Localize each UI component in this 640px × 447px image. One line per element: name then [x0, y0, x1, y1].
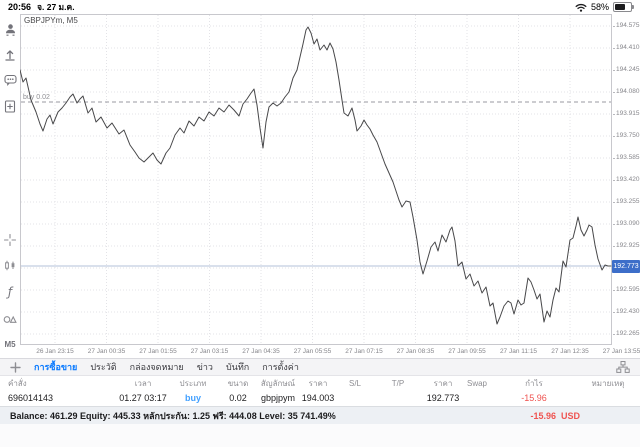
- cell-type: buy: [184, 393, 201, 403]
- x-axis-label: 26 Jan 23:15: [36, 348, 74, 355]
- current-price-tag: 192.773: [612, 260, 640, 273]
- col-type: ประเภท: [179, 378, 207, 388]
- y-axis-label: 192.430: [613, 308, 640, 315]
- y-axis-label: 192.925: [613, 242, 640, 249]
- x-axis-label: 27 Jan 00:35: [87, 348, 126, 355]
- cell-time: 01.27 03:17: [119, 393, 167, 403]
- indicators-icon[interactable]: ƒ: [7, 285, 13, 299]
- sort-order-icon[interactable]: [616, 361, 630, 373]
- account-profit-value: -15.96: [530, 410, 556, 421]
- col-order: คำสั่ง: [8, 378, 27, 388]
- status-date: จ. 27 ม.ค.: [37, 2, 75, 12]
- tab-mailbox[interactable]: กล่องจดหมาย: [129, 362, 184, 372]
- col-note: หมายเหตุ: [591, 378, 625, 388]
- account-profit-currency: USD: [560, 410, 580, 421]
- candles-icon[interactable]: [0, 256, 20, 276]
- col-current-price: ราคา: [433, 378, 453, 388]
- buy-position-label: buy 0.02: [23, 94, 50, 101]
- col-open-price: ราคา: [308, 378, 328, 388]
- bottom-tab-bar: การซื้อขาย ประวัติ กล่องจดหมาย ข่าว บันท…: [0, 358, 640, 376]
- col-tp: T/P: [391, 378, 405, 388]
- y-axis-label: 193.915: [613, 110, 640, 117]
- y-axis-label: 194.410: [613, 44, 640, 51]
- col-volume: ขนาด: [227, 378, 249, 388]
- account-profit: -15.96 USD: [530, 411, 580, 421]
- status-right: 58%: [575, 2, 634, 12]
- x-axis-label: 27 Jan 01:55: [139, 348, 177, 355]
- col-symbol: สัญลักษณ์: [260, 378, 296, 388]
- battery-fill: [615, 4, 625, 10]
- y-axis-label: 194.245: [613, 66, 640, 73]
- left-toolbar: ƒ M5: [0, 14, 20, 358]
- y-axis-label: 193.420: [613, 176, 640, 183]
- col-swap: Swap: [466, 378, 487, 388]
- price-polyline: [19, 26, 612, 325]
- y-axis-label: 192.265: [613, 330, 640, 337]
- tab-news[interactable]: ข่าว: [196, 362, 213, 372]
- chart-plot[interactable]: buy 0.02 GBPJPYm, M5: [19, 14, 612, 345]
- x-axis-label: 27 Jan 05:55: [293, 348, 332, 355]
- y-axis-label: 194.575: [613, 22, 640, 29]
- cell-open-price: 194.003: [301, 393, 335, 403]
- battery-icon: [613, 2, 634, 12]
- new-order-plus-button[interactable]: [10, 361, 21, 373]
- cell-volume: 0.02: [229, 393, 247, 403]
- notifications-icon[interactable]: [0, 45, 20, 65]
- position-row[interactable]: 696014143 01.27 03:17 buy 0.02 gbpjpym 1…: [0, 390, 640, 406]
- timeframe-button[interactable]: M5: [0, 334, 20, 354]
- tab-trade[interactable]: การซื้อขาย: [34, 362, 78, 372]
- y-axis-label: 193.750: [613, 132, 640, 139]
- cell-symbol: gbpjpym: [260, 393, 296, 403]
- tab-journal[interactable]: บันทึก: [225, 362, 250, 372]
- x-axis-label: 27 Jan 12:35: [551, 348, 589, 355]
- cell-current-price: 192.773: [426, 393, 460, 403]
- x-axis-label: 27 Jan 13:55: [602, 348, 640, 355]
- status-left: 20:56 จ. 27 ม.ค.: [8, 0, 75, 14]
- new-order-icon[interactable]: [0, 96, 20, 116]
- time-axis[interactable]: 26 Jan 23:15 27 Jan 00:35 27 Jan 01:55 27 J…: [20, 345, 640, 358]
- chart-symbol-label: GBPJPYm, M5: [24, 16, 78, 25]
- account-icon[interactable]: [0, 20, 20, 40]
- y-axis-label: 192.595: [613, 286, 640, 293]
- battery-percent: 58%: [590, 2, 609, 12]
- y-axis-label: 194.080: [613, 88, 640, 95]
- y-axis-label: 193.090: [613, 220, 640, 227]
- objects-icon[interactable]: [0, 308, 20, 328]
- x-axis-label: 27 Jan 07:15: [345, 348, 383, 355]
- col-time: เวลา: [134, 378, 152, 388]
- timeframe-label: M5: [4, 339, 16, 349]
- positions-header-row: คำสั่ง เวลา ประเภท ขนาด สัญลักษณ์ ราคา S…: [0, 376, 640, 390]
- tab-history[interactable]: ประวัติ: [90, 362, 117, 372]
- x-axis-label: 27 Jan 04:35: [242, 348, 280, 355]
- x-axis-label: 27 Jan 08:35: [396, 348, 435, 355]
- col-profit: กำไร: [525, 378, 543, 388]
- bottom-strip: [0, 424, 640, 447]
- price-axis[interactable]: 194.575 194.410 194.245 194.080 193.915 193.7…: [612, 14, 640, 345]
- x-axis-label: 27 Jan 11:15: [499, 348, 538, 355]
- price-chart: buy 0.02: [19, 14, 612, 345]
- cell-order-id: 696014143: [8, 393, 54, 403]
- y-axis-label: 193.255: [613, 198, 640, 205]
- y-axis-label: 193.585: [613, 154, 640, 161]
- wifi-icon: [575, 2, 587, 12]
- plot-border: [20, 14, 612, 345]
- chat-icon[interactable]: [0, 70, 20, 90]
- account-summary-bar: Balance: 461.29 Equity: 445.33 หลักประกั…: [0, 406, 640, 424]
- crosshair-icon[interactable]: [0, 230, 20, 250]
- cell-profit: -15.96: [521, 393, 547, 403]
- x-axis-label: 27 Jan 09:55: [448, 348, 486, 355]
- account-summary-text: Balance: 461.29 Equity: 445.33 หลักประกั…: [10, 410, 336, 421]
- clock: 20:56: [8, 2, 32, 12]
- col-sl: S/L: [348, 378, 361, 388]
- tab-settings[interactable]: การตั้งค่า: [262, 362, 299, 372]
- x-axis-label: 27 Jan 03:15: [190, 348, 229, 355]
- status-bar: 20:56 จ. 27 ม.ค. 58%: [0, 0, 640, 14]
